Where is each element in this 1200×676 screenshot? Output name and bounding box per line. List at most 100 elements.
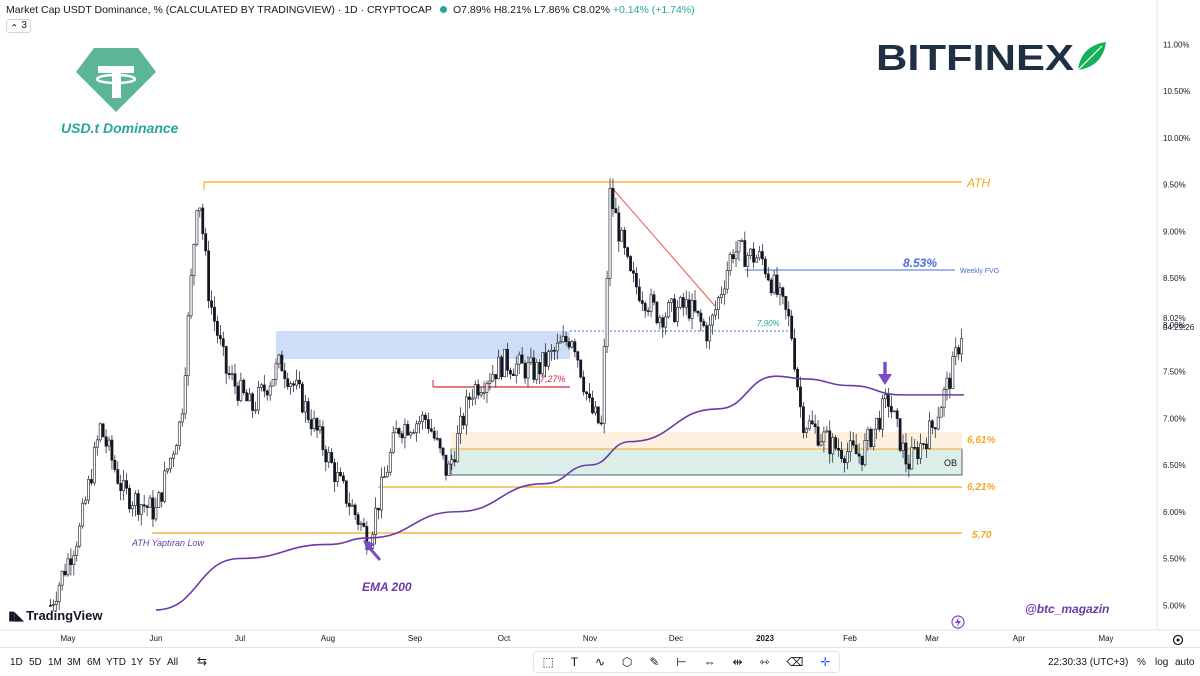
time-axis[interactable]: May Jun Jul Aug Sep Oct Nov Dec 2023 Feb Mar Apr May: [60, 634, 1113, 643]
measure-tool-icon[interactable]: ⇿: [759, 655, 770, 669]
tf-ytd[interactable]: YTD: [106, 657, 126, 668]
tf-5d[interactable]: 5D: [29, 657, 42, 668]
candle-down: [48, 604, 52, 607]
candle-down: [634, 273, 638, 288]
candle-down: [948, 377, 952, 389]
level-727-label: 7,27%: [540, 374, 566, 384]
candle-down: [661, 317, 665, 328]
x-tick-label: Mar: [925, 634, 939, 643]
candle-up: [488, 380, 492, 384]
candle-up: [740, 240, 744, 242]
candle-down: [599, 422, 603, 425]
log-toggle[interactable]: log: [1155, 657, 1169, 668]
range-tool-icon[interactable]: ⇔: [703, 655, 716, 669]
crosshair-tool-icon[interactable]: ✛: [820, 655, 831, 669]
candle-up: [295, 379, 298, 386]
lightning-icon[interactable]: [951, 615, 965, 629]
candle-up: [602, 346, 606, 424]
candle-up: [131, 505, 134, 510]
candle-down: [637, 286, 641, 301]
candle-down: [930, 420, 934, 428]
price-chart[interactable]: ATH 8.53% Weekly FVG 7,90% 7,27% 6,61% O…: [0, 0, 1200, 647]
price-axis[interactable]: 5.00% 5.50% 6.00% 6.50% 7.00% 7.50% 8.00% 8.50%…: [1163, 40, 1190, 610]
candle-up: [711, 314, 714, 326]
path-tool-icon[interactable]: ∿: [594, 655, 606, 669]
candle-up: [708, 324, 712, 342]
bracket-tool-icon[interactable]: ⊢: [676, 655, 687, 669]
ath-label: ATH: [966, 176, 990, 190]
candle-up: [374, 507, 378, 536]
tf-3m[interactable]: 3M: [67, 657, 81, 668]
tf-6m[interactable]: 6M: [87, 657, 101, 668]
clock-label: 22:30:33 (UTC+3): [1048, 657, 1129, 668]
feb-down-arrow: [878, 362, 892, 385]
x-tick-label: Dec: [669, 634, 683, 643]
candle-down: [687, 299, 691, 319]
candle-up: [901, 442, 905, 451]
auto-toggle[interactable]: auto: [1175, 657, 1195, 668]
candle-up: [497, 356, 501, 380]
candle-down: [509, 370, 512, 375]
candle-down: [210, 300, 213, 308]
candle-up: [312, 418, 316, 430]
candle-down: [828, 430, 832, 455]
candle-down: [673, 298, 676, 322]
candle-up: [951, 356, 955, 389]
candle-up: [863, 440, 867, 465]
candle-down: [793, 338, 797, 370]
candle-up: [51, 604, 55, 606]
tf-1d[interactable]: 1D: [10, 657, 23, 668]
tf-1y[interactable]: 1Y: [131, 657, 144, 668]
brush-tool-icon[interactable]: ✎: [649, 655, 660, 669]
candle-down: [347, 503, 351, 507]
candle-down: [810, 420, 814, 425]
candle-up: [259, 384, 263, 388]
candle-up: [133, 493, 137, 506]
select-tool-icon[interactable]: ⬚: [542, 655, 554, 669]
candle-up: [734, 251, 738, 260]
candle-up: [277, 354, 281, 365]
candle-up: [678, 297, 682, 308]
candle-up: [183, 375, 187, 415]
date-tool-icon[interactable]: ⇹: [732, 655, 743, 669]
percent-toggle[interactable]: %: [1137, 657, 1146, 668]
indicator-toggle[interactable]: ⌄ 3: [6, 19, 31, 33]
eraser-tool-icon[interactable]: ⌫: [786, 655, 804, 669]
bitfinex-leaf-icon: [1075, 42, 1106, 73]
candle-up: [593, 406, 597, 414]
candle-down: [840, 449, 843, 459]
candle-down: [128, 487, 131, 510]
bottom-toolbar: 1D 5D 1M 3M 6M YTD 1Y 5Y All ⇆ ⬚ T ∿ ⬡ ✎…: [0, 647, 1200, 676]
indicator-count: 3: [21, 20, 27, 31]
text-tool-icon[interactable]: T: [570, 655, 579, 669]
candle-down: [916, 447, 920, 459]
candle-down: [640, 300, 644, 304]
candle-down: [69, 558, 73, 566]
tf-all[interactable]: All: [167, 657, 179, 668]
candle-down: [400, 433, 404, 439]
candle-up: [274, 363, 278, 380]
candle-up: [271, 379, 275, 387]
candle-down: [769, 279, 773, 294]
candle-up: [318, 426, 322, 431]
tf-1m[interactable]: 1M: [48, 657, 62, 668]
candle-down: [283, 370, 287, 380]
candle-down: [224, 346, 228, 374]
candle-down: [857, 453, 861, 457]
candle-up: [385, 471, 389, 478]
date-range-icon[interactable]: ⇆: [197, 654, 208, 668]
candle-down: [160, 492, 164, 502]
tf-5y[interactable]: 5Y: [149, 657, 162, 668]
candle-up: [670, 298, 673, 303]
candle-down: [119, 483, 123, 491]
usdt-dominance-title: USD.t Dominance: [61, 120, 179, 136]
candle-down: [520, 354, 524, 364]
countdown-label: 04:29:26: [1163, 323, 1195, 332]
candle-down: [125, 480, 128, 489]
settings-gear-icon[interactable]: [1172, 634, 1184, 646]
fvg-text-label: Weekly FVG: [960, 268, 999, 275]
candle-down: [790, 315, 794, 339]
candle-down: [784, 296, 788, 310]
candle-down: [292, 383, 295, 386]
shape-tool-icon[interactable]: ⬡: [621, 655, 633, 669]
